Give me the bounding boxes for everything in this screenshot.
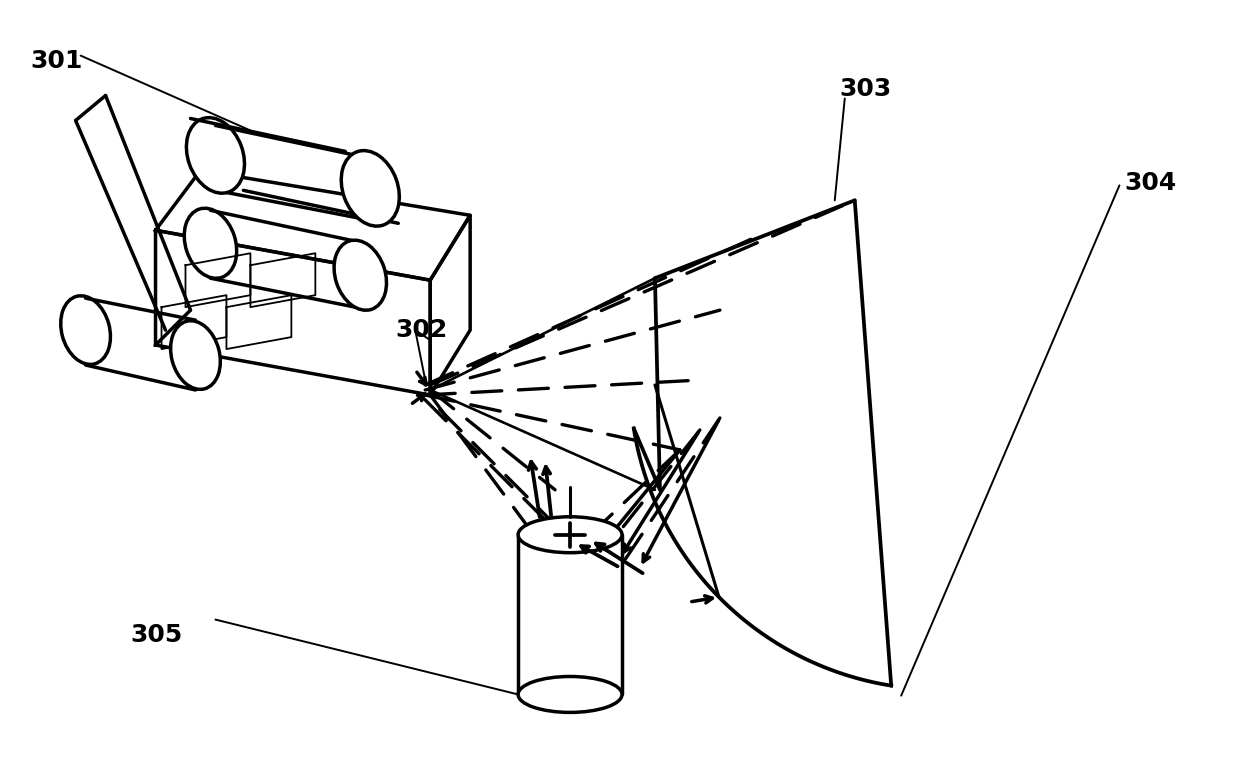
Ellipse shape bbox=[185, 208, 237, 278]
Ellipse shape bbox=[334, 240, 387, 310]
Text: 303: 303 bbox=[839, 77, 892, 100]
Ellipse shape bbox=[61, 296, 110, 364]
Ellipse shape bbox=[518, 517, 622, 553]
Ellipse shape bbox=[171, 321, 221, 390]
Text: 301: 301 bbox=[31, 49, 83, 73]
Text: 305: 305 bbox=[130, 622, 182, 646]
Ellipse shape bbox=[186, 117, 244, 193]
Ellipse shape bbox=[518, 676, 622, 713]
Text: 302: 302 bbox=[396, 318, 448, 342]
Text: 304: 304 bbox=[1125, 172, 1177, 196]
Ellipse shape bbox=[341, 151, 399, 226]
